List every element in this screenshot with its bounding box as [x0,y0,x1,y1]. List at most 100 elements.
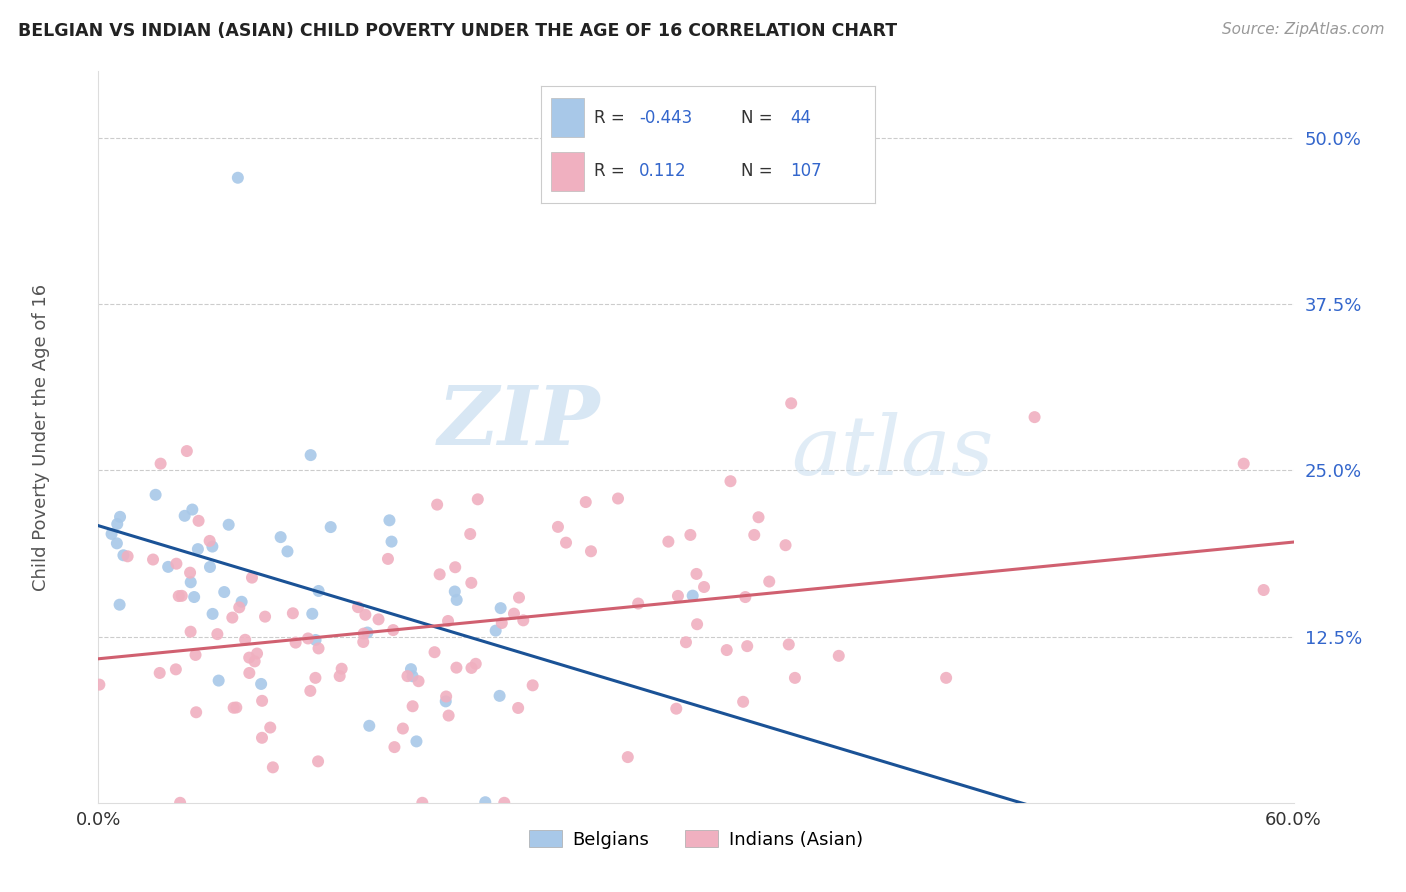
Point [686,617,709,632]
Point [579,544,602,558]
Point [201,540,224,554]
Point [434,694,457,708]
Point [250,694,273,708]
Point [183,590,205,604]
Point [359,719,381,733]
Point [105,516,128,531]
Y-axis label: Child Poverty Under the Age of 16: Child Poverty Under the Age of 16 [32,284,49,591]
Point [512,613,534,627]
Point [240,571,263,585]
Point [382,623,405,637]
Text: BELGIAN VS INDIAN (ASIAN) CHILD POVERTY UNDER THE AGE OF 16 CORRELATION CHART: BELGIAN VS INDIAN (ASIAN) CHILD POVERTY … [18,22,897,40]
Point [446,660,468,674]
Point [281,607,304,621]
Point [112,549,135,563]
Point [299,448,322,462]
Point [354,607,377,622]
Point [627,597,650,611]
Point [742,528,765,542]
Point [747,510,769,524]
Point [485,624,508,638]
Point [173,508,195,523]
Point [218,517,240,532]
Point [226,170,249,185]
Point [201,607,224,621]
Point [243,654,266,668]
Point [657,534,679,549]
Point [682,589,704,603]
Point [89,678,111,692]
Point [304,632,326,647]
Point [489,601,512,615]
Point [377,552,399,566]
Point [693,580,716,594]
Point [522,678,544,692]
Point [250,677,273,691]
Point [508,701,530,715]
Point [405,734,427,748]
Text: Source: ZipAtlas.com: Source: ZipAtlas.com [1222,22,1385,37]
Point [491,615,513,630]
Point [1233,457,1256,471]
Point [108,509,131,524]
Point [117,549,139,564]
Point [100,527,122,541]
Point [179,566,201,580]
Point [180,624,202,639]
Point [319,520,342,534]
Point [299,684,322,698]
Point [828,648,851,663]
Text: ZIP: ZIP [437,383,600,462]
Point [165,662,187,676]
Point [167,589,190,603]
Point [679,528,702,542]
Point [935,671,957,685]
Point [494,796,516,810]
Point [308,641,330,656]
Point [250,731,273,745]
Point [733,695,755,709]
Point [356,625,378,640]
Point [353,626,375,640]
Point [555,535,578,549]
Point [437,708,460,723]
Point [575,495,598,509]
Point [378,513,401,527]
Point [423,645,446,659]
Point [262,760,284,774]
Point [284,635,307,649]
Point [149,457,172,471]
Point [169,796,191,810]
Point [720,474,742,488]
Point [198,533,221,548]
Point [222,700,245,714]
Point [108,598,131,612]
Point [380,534,402,549]
Point [301,607,323,621]
Point [165,557,187,571]
Point [187,542,209,557]
Point [186,706,208,720]
Point [304,671,326,685]
Point [434,690,457,704]
Point [238,650,260,665]
Point [259,721,281,735]
Point [184,648,207,662]
Point [198,560,221,574]
Point [384,740,406,755]
Point [775,538,797,552]
Point [330,662,353,676]
Point [426,498,449,512]
Point [665,701,688,715]
Point [225,700,247,714]
Point [437,614,460,628]
Point [231,595,253,609]
Point [396,669,419,683]
Point [716,643,738,657]
Point [411,796,433,810]
Point [238,665,260,680]
Point [208,673,231,688]
Point [367,612,389,626]
Point [254,609,277,624]
Point [467,492,489,507]
